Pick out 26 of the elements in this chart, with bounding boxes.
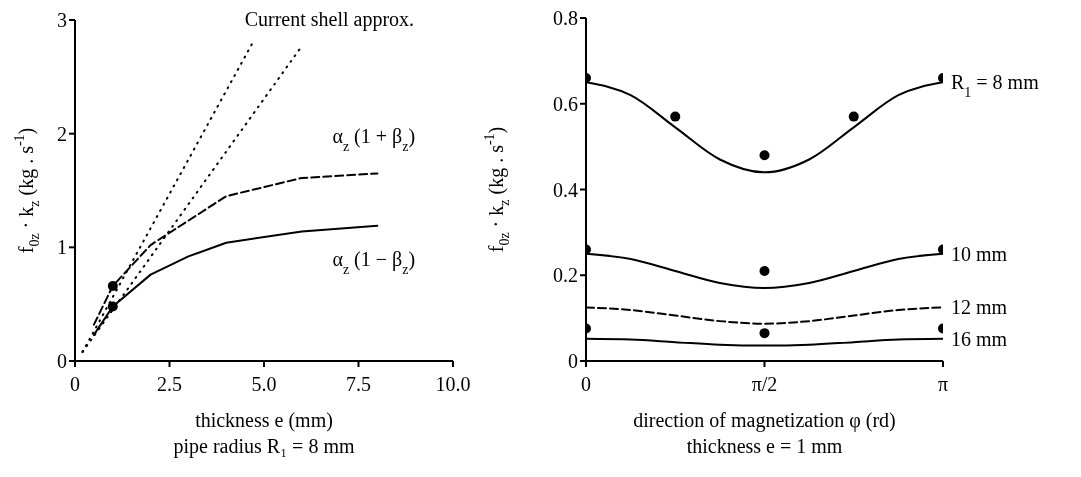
text: thickness e = 1 mm <box>686 435 843 457</box>
y-tick-label: 0 <box>568 350 578 373</box>
text: pipe radius R₁ = 8 mm <box>173 435 355 458</box>
x-tick-label: 5.0 <box>251 373 277 396</box>
x-axis-title: direction of magnetization φ (rd) <box>633 409 896 432</box>
series-label: 12 mm <box>951 296 1008 319</box>
y-tick-label: 0.6 <box>553 92 578 115</box>
series-label: Current shell approx. <box>244 7 415 31</box>
y-tick-label: 0 <box>57 350 67 373</box>
x-tick-label: 7.5 <box>346 373 371 396</box>
x-tick-label: π/2 <box>751 373 778 396</box>
x-tick-label: 10.0 <box>435 373 471 396</box>
y-tick-label: 0.4 <box>553 178 578 201</box>
y-tick-label: 0.8 <box>553 7 578 30</box>
y-tick-label: 2 <box>57 122 67 145</box>
series-label: 10 mm <box>951 242 1008 265</box>
x-tick-label: 2.5 <box>157 373 182 396</box>
x-axis-title: thickness e (mm) <box>195 409 333 432</box>
series-label: 16 mm <box>951 327 1008 350</box>
y-tick-label: 1 <box>57 236 67 259</box>
y-tick-label: 0.2 <box>553 264 578 287</box>
x-tick-label: π <box>937 373 949 396</box>
series-label: α$_{z}$ (1 − β$_{z}$) <box>332 247 416 277</box>
series-label: α$_{z}$ (1 + β$_{z}$) <box>332 125 416 154</box>
y-tick-label: 3 <box>57 9 67 32</box>
series-label: R$_{1}$ = 8 mm <box>951 71 1040 100</box>
